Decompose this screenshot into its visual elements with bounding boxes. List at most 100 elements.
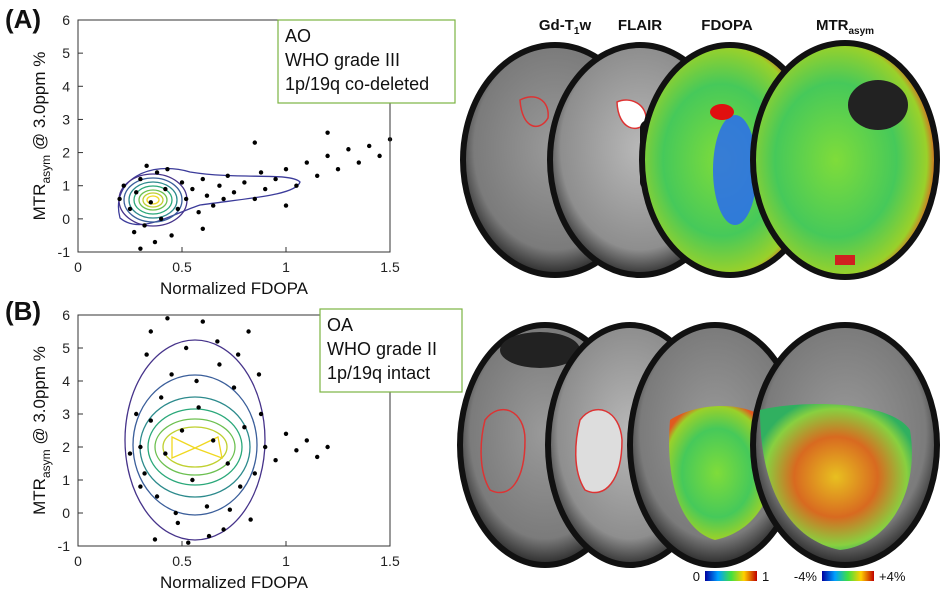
contours-a bbox=[117, 167, 301, 227]
y-tick-label: -1 bbox=[58, 244, 71, 260]
scatter-point bbox=[186, 540, 191, 545]
y-tick-label: 3 bbox=[62, 406, 70, 422]
scatter-point bbox=[154, 494, 160, 499]
scatter-point bbox=[377, 153, 382, 159]
scatter-point bbox=[346, 147, 351, 152]
scatter-point bbox=[217, 183, 222, 188]
y-tick-label: 2 bbox=[62, 439, 70, 455]
y-label-suffix: @ 3.0ppm % bbox=[30, 346, 49, 449]
scatter-point bbox=[134, 411, 139, 417]
scatter-point bbox=[263, 444, 268, 450]
image-column-header: FDOPA bbox=[701, 17, 753, 34]
y-label-main: MTR bbox=[30, 184, 49, 221]
axes-box bbox=[77, 19, 391, 253]
header-subscript: 1 bbox=[574, 26, 580, 37]
scatter-point bbox=[190, 477, 195, 483]
x-tick-label: 0.5 bbox=[172, 553, 192, 569]
scatter-point bbox=[283, 203, 289, 208]
x-tick-label: 1 bbox=[282, 259, 290, 275]
scatter-point bbox=[200, 226, 205, 231]
scatter-point bbox=[144, 163, 149, 169]
scatter-point bbox=[142, 223, 147, 228]
scatter-point bbox=[200, 319, 205, 324]
scatter-point bbox=[367, 143, 372, 149]
y-axis-label: MTRasym @ 3.0ppm % bbox=[30, 346, 53, 515]
scatter-point bbox=[304, 438, 309, 443]
y-tick-label: 6 bbox=[62, 307, 70, 323]
y-label-main: MTR bbox=[30, 478, 49, 515]
y-tick-label: 0 bbox=[62, 505, 70, 521]
annotation-box bbox=[277, 19, 456, 104]
scatter-point bbox=[315, 173, 320, 178]
scatter-point bbox=[142, 471, 147, 476]
scatter-point bbox=[231, 385, 237, 390]
y-tick-label: 1 bbox=[62, 178, 70, 194]
scatter-point bbox=[211, 203, 216, 208]
y-tick-label: 4 bbox=[62, 78, 70, 94]
scatter-point bbox=[215, 339, 220, 344]
colorbar bbox=[822, 571, 874, 581]
scatter-point bbox=[225, 461, 230, 466]
scatter-point bbox=[273, 176, 278, 182]
scatter-point bbox=[152, 537, 158, 542]
scatter-point bbox=[163, 186, 168, 192]
scatter-point bbox=[138, 246, 143, 251]
x-axis-label: Normalized FDOPA bbox=[160, 573, 309, 592]
x-tick-label: 0 bbox=[74, 553, 82, 569]
scatter-point bbox=[335, 166, 341, 172]
y-tick-label: 4 bbox=[62, 373, 70, 389]
y-tick-label: 1 bbox=[62, 472, 70, 488]
scatter-point bbox=[175, 206, 181, 212]
colorbar-label: -4% bbox=[794, 569, 818, 584]
header-text: FLAIR bbox=[618, 17, 662, 34]
image-column-header: MTRasym bbox=[816, 17, 874, 37]
y-tick-label: 2 bbox=[62, 145, 70, 161]
scatter-point bbox=[221, 527, 226, 532]
scatter-point bbox=[252, 140, 257, 145]
scatter-point bbox=[221, 196, 226, 202]
header-suffix: w bbox=[578, 17, 591, 34]
scatter-point bbox=[117, 196, 122, 202]
y-tick-label: 3 bbox=[62, 111, 70, 127]
scatter-point bbox=[183, 196, 189, 202]
scatter-point bbox=[304, 160, 309, 165]
y-tick-label: 6 bbox=[62, 12, 70, 28]
scatter-point bbox=[173, 510, 178, 516]
header-text: Gd-T bbox=[539, 17, 574, 34]
scatter-point bbox=[252, 196, 257, 202]
scatter-point bbox=[238, 484, 243, 489]
x-tick-label: 1.5 bbox=[380, 553, 400, 569]
brain-images-b bbox=[457, 322, 940, 568]
x-tick-label: 0 bbox=[74, 259, 82, 275]
scatter-point bbox=[154, 170, 160, 175]
scatter-point bbox=[258, 170, 264, 175]
scatter-point bbox=[196, 405, 201, 410]
scatter-point bbox=[248, 517, 253, 522]
scatter-point bbox=[131, 229, 137, 235]
scatter-point bbox=[190, 186, 195, 192]
scatter-point bbox=[256, 372, 262, 377]
annotation-line: WHO grade II bbox=[327, 339, 437, 359]
y-tick-label: 5 bbox=[62, 45, 70, 61]
scatter-point bbox=[175, 520, 181, 526]
scatter-point bbox=[315, 454, 320, 460]
scatter-point bbox=[325, 153, 330, 159]
scatter-point bbox=[148, 329, 153, 334]
scatter-point bbox=[179, 180, 185, 185]
scatter-point bbox=[356, 160, 361, 165]
annotation-box bbox=[319, 308, 463, 393]
scatter-point bbox=[273, 458, 278, 463]
annotation-line: AO bbox=[285, 26, 311, 46]
y-label-subscript: asym bbox=[39, 449, 53, 478]
scatter-point bbox=[294, 183, 299, 188]
header-text: MTR bbox=[816, 17, 849, 34]
image-column-header: Gd-T1w bbox=[539, 17, 592, 37]
scatter-point bbox=[121, 183, 126, 188]
panel-label: (B) bbox=[5, 296, 41, 326]
scatter-point bbox=[148, 418, 153, 423]
scatter-point bbox=[225, 173, 230, 178]
panel-label: (A) bbox=[5, 4, 41, 34]
y-label-subscript: asym bbox=[39, 155, 53, 184]
